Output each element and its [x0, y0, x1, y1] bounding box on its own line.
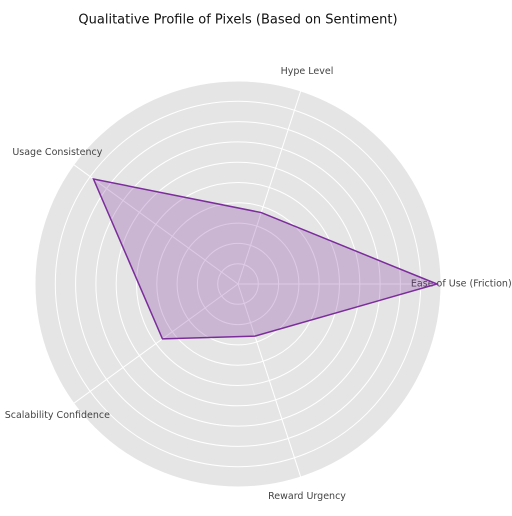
axis-spoke [237, 283, 302, 478]
axis-spoke [237, 90, 302, 285]
axis-label: Ease of Use (Friction) [411, 279, 512, 290]
axis-label: Usage Consistency [12, 147, 102, 158]
chart-title: Qualitative Profile of Pixels (Based on … [78, 13, 397, 28]
axis-label: Scalability Confidence [5, 410, 110, 421]
data-area [92, 177, 440, 340]
axis-label: Reward Urgency [268, 491, 346, 502]
axis-label: Hype Level [281, 66, 334, 77]
axis-spoke [73, 164, 239, 285]
axis-spoke [73, 283, 239, 404]
